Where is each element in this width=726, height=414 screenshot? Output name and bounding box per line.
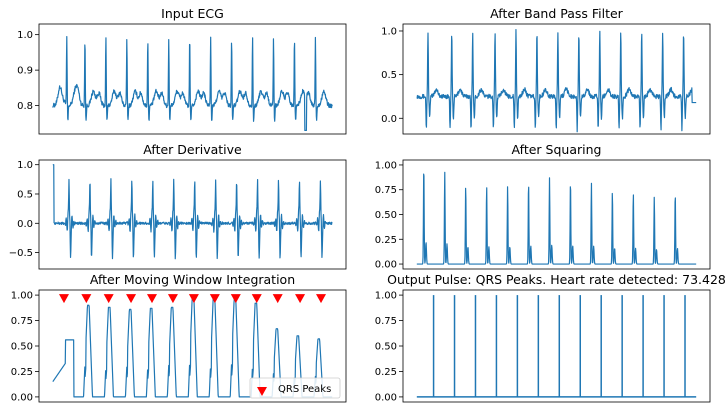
chart-panel-1: Input ECG 0.8 0.9 1.0 xyxy=(17,6,347,135)
qrs-peak-marker xyxy=(103,294,114,304)
y-tick-label: 1.0 xyxy=(17,30,33,41)
chart-title: After Derivative xyxy=(143,142,242,157)
y-tick-label: 1.0 xyxy=(381,26,397,37)
axes-frame xyxy=(38,23,347,135)
y-tick-label: 1.00 xyxy=(375,160,397,171)
qrs-peak-marker xyxy=(272,294,283,304)
chart-title: After Squaring xyxy=(512,142,602,157)
y-tick-label: 0.5 xyxy=(17,189,33,200)
y-tick-label: 0.50 xyxy=(375,210,397,221)
chart-panel-6: Output Pulse: QRS Peaks. Heart rate dete… xyxy=(375,272,726,403)
axes-frame xyxy=(38,289,347,403)
legend-box xyxy=(249,377,341,399)
chart-title: After Band Pass Filter xyxy=(490,6,624,21)
y-tick-label: −0.5 xyxy=(9,248,33,259)
qrs-peak-marker xyxy=(209,294,220,304)
y-tick-label: 0.8 xyxy=(17,101,33,112)
y-tick-label: 0.50 xyxy=(11,342,33,353)
chart-panel-5: After Moving Window Integration 0.00 0.25 0… xyxy=(11,272,347,403)
qrs-peak-marker xyxy=(167,294,178,304)
chart-title: Input ECG xyxy=(161,6,224,21)
y-tick-label: 0.25 xyxy=(375,235,397,246)
qrs-peak-marker xyxy=(188,294,199,304)
qrs-peak-marker xyxy=(251,294,262,304)
signal-line xyxy=(416,171,697,265)
y-tick-label: 1.00 xyxy=(375,291,397,302)
y-tick-label: 0.50 xyxy=(375,342,397,353)
chart-panel-2: After Band Pass Filter 0.0 0.5 1.0 xyxy=(381,6,711,135)
chart-title: After Moving Window Integration xyxy=(90,272,295,287)
legend-marker xyxy=(257,387,267,396)
y-tick-label: 0.0 xyxy=(17,219,33,230)
axes-frame xyxy=(402,289,711,403)
y-tick-label: 1.00 xyxy=(11,291,33,302)
chart-panel-3: After Derivative −0.5 0.0 0.5 1.0 xyxy=(9,142,347,270)
y-tick-label: 0.9 xyxy=(17,66,33,77)
y-tick-label: 0.00 xyxy=(375,392,397,403)
legend-label: QRS Peaks xyxy=(278,384,331,395)
qrs-peak-marker xyxy=(316,294,327,304)
qrs-peak-marker xyxy=(81,294,92,304)
axes-frame xyxy=(402,159,711,270)
signal-line xyxy=(416,28,697,133)
signal-line xyxy=(52,164,333,260)
y-tick-label: 0.5 xyxy=(381,70,397,81)
y-tick-label: 0.25 xyxy=(375,367,397,378)
qrs-peak-marker xyxy=(58,294,69,304)
axes-frame xyxy=(402,23,711,135)
qrs-peak-marker xyxy=(230,294,241,304)
axes-frame xyxy=(38,159,347,270)
y-tick-label: 0.00 xyxy=(375,260,397,271)
y-tick-label: 0.75 xyxy=(11,316,33,327)
signal-line xyxy=(52,35,333,132)
y-tick-label: 0.75 xyxy=(375,185,397,196)
qrs-peak-marker xyxy=(126,294,137,304)
qrs-peak-marker xyxy=(146,294,157,304)
y-tick-label: 0.0 xyxy=(381,114,397,125)
y-tick-label: 0.25 xyxy=(11,367,33,378)
y-tick-label: 1.0 xyxy=(17,160,33,171)
y-tick-label: 0.00 xyxy=(11,392,33,403)
qrs-peak-marker xyxy=(295,294,306,304)
y-tick-label: 0.75 xyxy=(375,316,397,327)
chart-title: Output Pulse: QRS Peaks. Heart rate dete… xyxy=(387,272,726,287)
chart-panel-4: After Squaring 0.00 0.25 0.50 0.75 1.00 xyxy=(375,142,711,271)
